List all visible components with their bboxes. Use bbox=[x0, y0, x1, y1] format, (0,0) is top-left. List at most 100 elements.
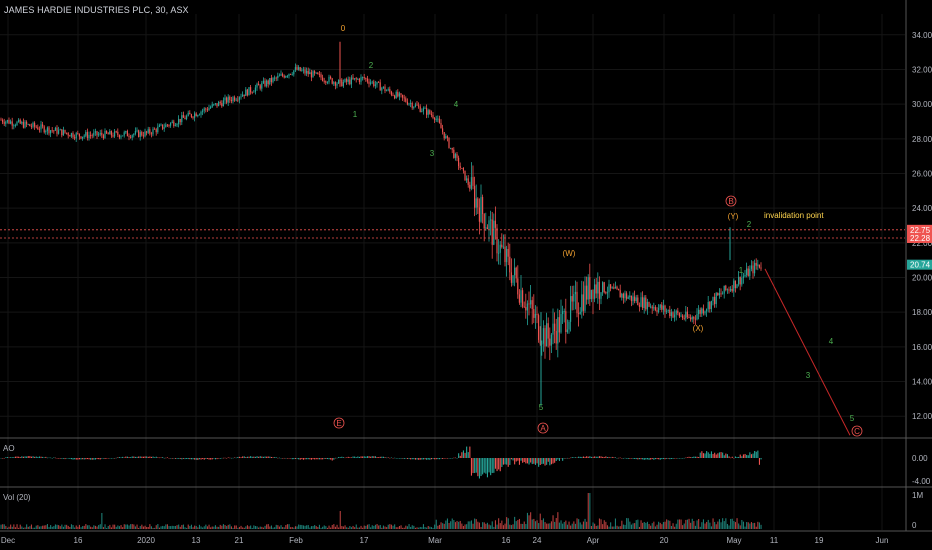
candle-body bbox=[126, 131, 128, 137]
candle-body bbox=[206, 109, 208, 111]
candle-body bbox=[594, 284, 596, 299]
candle-body bbox=[82, 136, 84, 139]
ao-bar bbox=[590, 456, 592, 458]
ao-bar bbox=[675, 458, 677, 459]
ao-bar bbox=[397, 458, 399, 459]
volume-bar bbox=[605, 521, 607, 529]
candle-body bbox=[152, 128, 154, 135]
volume-bar bbox=[206, 526, 208, 529]
ao-bar bbox=[450, 458, 452, 459]
ao-bar bbox=[696, 456, 698, 458]
ao-bar bbox=[208, 458, 210, 460]
volume-bar bbox=[317, 527, 319, 529]
ao-bar bbox=[730, 457, 732, 459]
candle-body bbox=[618, 288, 620, 291]
volume-bar bbox=[312, 526, 314, 529]
ao-bar bbox=[726, 454, 728, 458]
candle-body bbox=[659, 304, 661, 308]
volume-bar bbox=[350, 527, 352, 529]
volume-bar bbox=[614, 518, 616, 529]
volume-bar bbox=[64, 524, 66, 529]
ao-bar bbox=[541, 458, 543, 465]
ao-tick-neg: -4.00 bbox=[912, 477, 931, 486]
volume-bar bbox=[130, 524, 132, 529]
ao-bar bbox=[173, 458, 175, 459]
candle-body bbox=[664, 305, 666, 312]
candle-body bbox=[542, 328, 544, 344]
candle-body bbox=[264, 80, 266, 87]
candle-body bbox=[338, 80, 340, 84]
volume-bar bbox=[32, 527, 34, 529]
volume-bar bbox=[742, 521, 744, 529]
ao-bar bbox=[710, 451, 712, 458]
ao-bar bbox=[478, 458, 480, 479]
candle-body bbox=[378, 81, 380, 83]
volume-bar bbox=[58, 525, 60, 529]
candle-body bbox=[429, 110, 431, 114]
candle-body bbox=[674, 314, 676, 318]
volume-bar bbox=[179, 526, 181, 529]
ao-bar bbox=[749, 452, 751, 458]
candle-body bbox=[582, 294, 584, 311]
candle-body bbox=[302, 69, 304, 71]
candle-body bbox=[608, 284, 610, 293]
volume-bar bbox=[574, 523, 576, 529]
ao-bar bbox=[219, 458, 221, 459]
ao-bar bbox=[722, 452, 724, 458]
ao-bar bbox=[296, 458, 298, 459]
ao-bar bbox=[272, 457, 274, 458]
ao-bar bbox=[256, 456, 258, 458]
ao-bar bbox=[651, 458, 653, 460]
candle-body bbox=[506, 248, 508, 263]
ao-bar bbox=[410, 458, 412, 460]
volume-bar bbox=[515, 521, 517, 529]
candle-body bbox=[70, 133, 72, 137]
volume-bar bbox=[141, 524, 143, 529]
volume-bar bbox=[541, 520, 543, 529]
candle-body bbox=[74, 137, 76, 139]
candle-body bbox=[736, 284, 738, 289]
volume-bar bbox=[182, 524, 184, 529]
volume-bar bbox=[38, 526, 40, 529]
ao-bar bbox=[267, 456, 269, 458]
ao-bar bbox=[285, 458, 287, 459]
volume-bar bbox=[125, 524, 127, 529]
wave-circle bbox=[851, 425, 863, 437]
candle-body bbox=[101, 132, 103, 136]
wave-label-1: 1 bbox=[353, 110, 358, 119]
candle-body bbox=[419, 106, 421, 112]
ao-bar bbox=[542, 458, 544, 464]
ao-bar bbox=[125, 456, 127, 458]
volume-bar bbox=[294, 526, 296, 529]
candle-body bbox=[734, 280, 736, 289]
candle-body bbox=[118, 134, 120, 138]
candle-body bbox=[291, 74, 293, 76]
ao-bar bbox=[288, 458, 290, 459]
candle-body bbox=[434, 117, 436, 120]
candle-body bbox=[208, 108, 210, 111]
price-tick: 24.00 bbox=[912, 204, 932, 213]
ao-bar bbox=[142, 456, 144, 458]
candle-body bbox=[558, 317, 560, 333]
price-tick: 12.00 bbox=[912, 412, 932, 421]
candle-body bbox=[598, 281, 600, 299]
volume-bar bbox=[483, 522, 485, 529]
ao-bar bbox=[280, 458, 282, 459]
candle-body bbox=[683, 317, 685, 319]
volume-bar bbox=[413, 525, 415, 529]
price-tick: 20.00 bbox=[912, 274, 932, 283]
ao-bar bbox=[91, 458, 93, 460]
ao-bar bbox=[379, 456, 381, 458]
volume-bar bbox=[254, 526, 256, 529]
ao-bar bbox=[557, 458, 559, 460]
volume-bar bbox=[46, 524, 48, 529]
candle-body bbox=[98, 134, 100, 136]
candle-body bbox=[336, 83, 338, 86]
volume-bar bbox=[104, 524, 106, 529]
candle-body bbox=[18, 119, 20, 122]
volume-bar bbox=[565, 520, 567, 529]
candle-body bbox=[738, 276, 740, 285]
candle-body bbox=[310, 72, 312, 78]
ao-bar bbox=[56, 458, 58, 459]
